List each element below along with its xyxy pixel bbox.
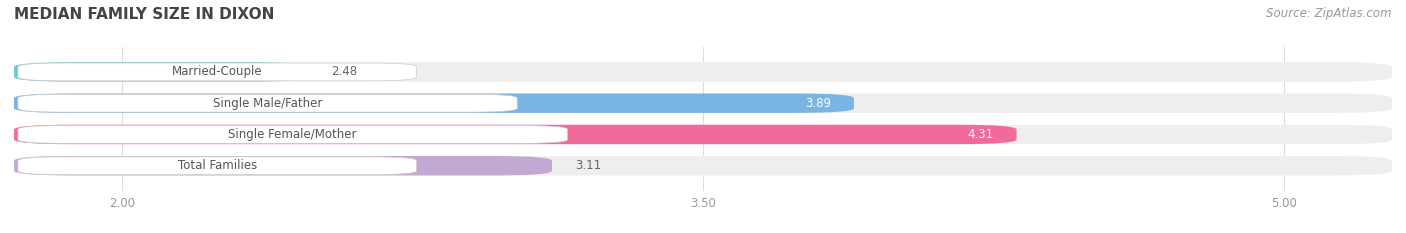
Text: 3.11: 3.11: [575, 159, 602, 172]
FancyBboxPatch shape: [18, 63, 416, 81]
FancyBboxPatch shape: [14, 93, 1392, 113]
Text: Total Families: Total Families: [177, 159, 257, 172]
FancyBboxPatch shape: [14, 156, 553, 175]
FancyBboxPatch shape: [14, 93, 853, 113]
FancyBboxPatch shape: [14, 125, 1017, 144]
Text: 2.48: 2.48: [332, 65, 357, 79]
FancyBboxPatch shape: [18, 94, 517, 112]
Text: 4.31: 4.31: [967, 128, 993, 141]
FancyBboxPatch shape: [14, 62, 1392, 82]
FancyBboxPatch shape: [14, 125, 1392, 144]
FancyBboxPatch shape: [14, 62, 308, 82]
FancyBboxPatch shape: [18, 157, 416, 175]
FancyBboxPatch shape: [14, 156, 1392, 175]
Text: MEDIAN FAMILY SIZE IN DIXON: MEDIAN FAMILY SIZE IN DIXON: [14, 7, 274, 22]
Text: Single Female/Mother: Single Female/Mother: [229, 128, 357, 141]
FancyBboxPatch shape: [18, 126, 568, 143]
Text: Single Male/Father: Single Male/Father: [212, 97, 322, 110]
Text: Source: ZipAtlas.com: Source: ZipAtlas.com: [1267, 7, 1392, 20]
Text: 3.89: 3.89: [804, 97, 831, 110]
Text: Married-Couple: Married-Couple: [172, 65, 263, 79]
